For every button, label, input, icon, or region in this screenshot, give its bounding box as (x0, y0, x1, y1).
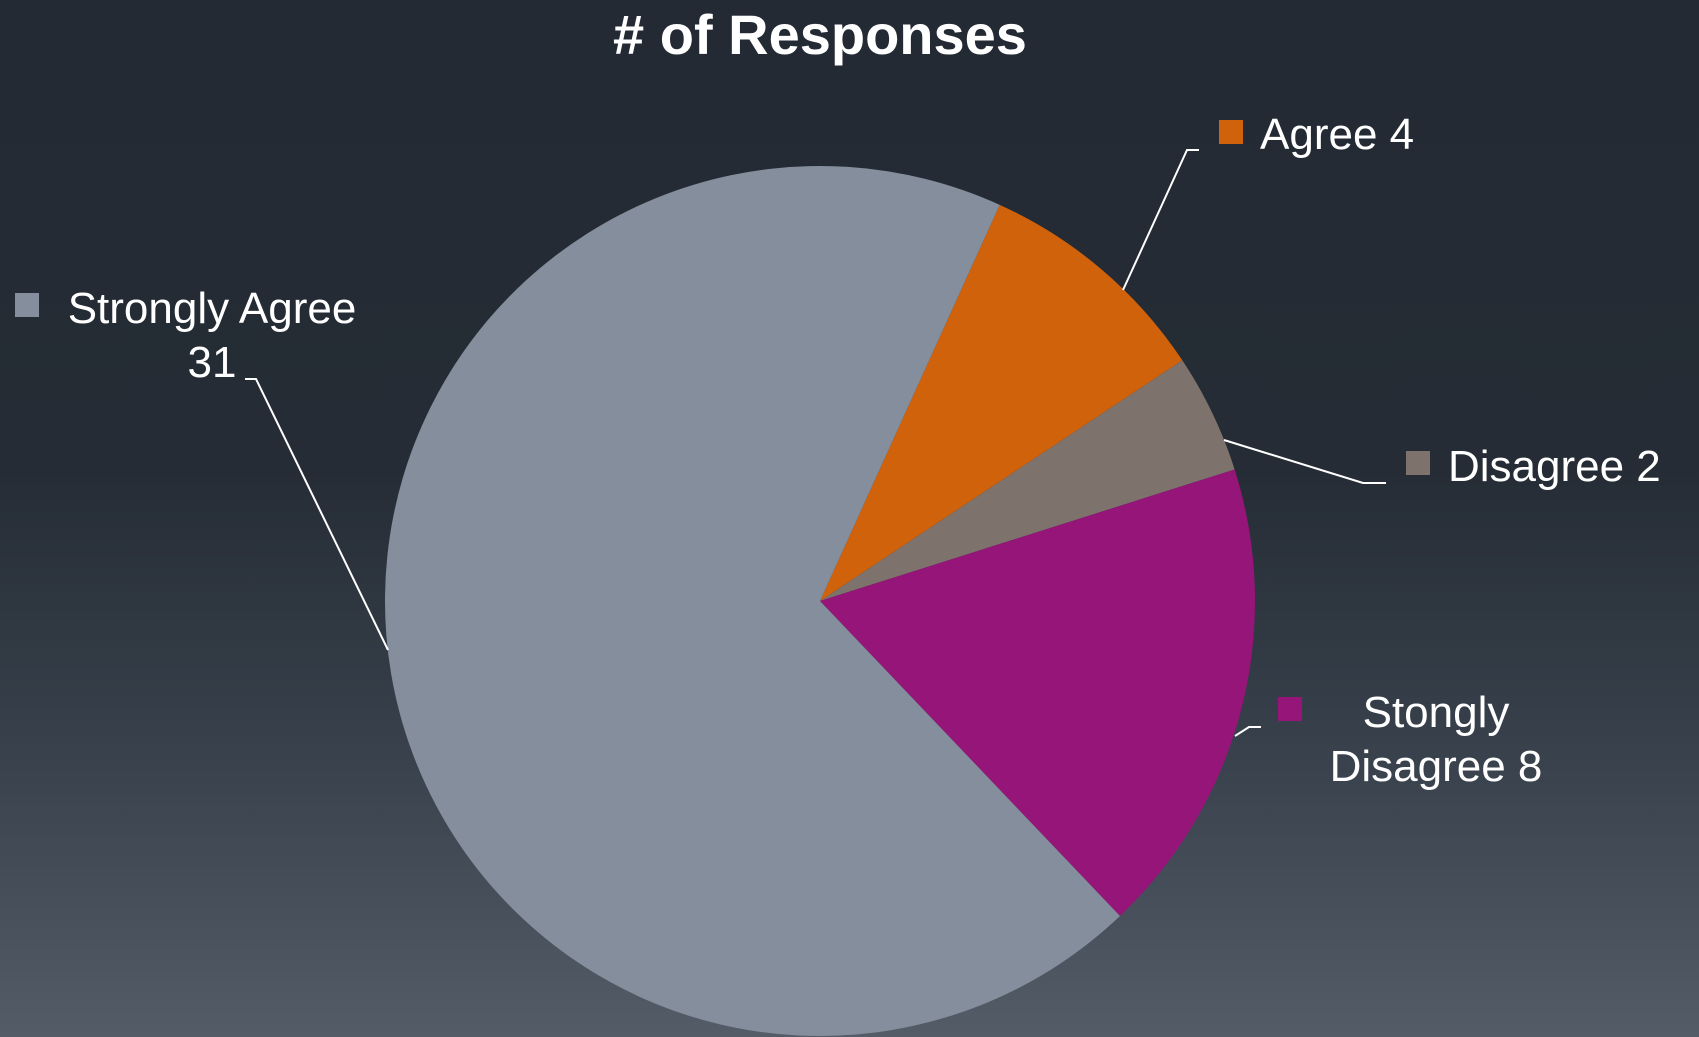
data-label-strongly-agree-line-1: Strongly Agree (68, 284, 357, 333)
data-label-disagree: Disagree 2 (1448, 442, 1661, 491)
leader-line-strongly-agree (245, 378, 389, 651)
legend-marker-agree (1219, 120, 1243, 144)
legend-marker-strongly-agree (15, 293, 39, 317)
pie-slices (384, 165, 1255, 1036)
pie-slice-strongly-agree (384, 165, 1120, 1036)
data-label-strongly-agree: Strongly Agree 31 (68, 284, 357, 387)
legend-marker-disagree (1406, 451, 1430, 475)
data-label-disagree-line-1: Disagree 2 (1448, 442, 1661, 491)
leader-line-disagree (1223, 439, 1386, 484)
data-label-agree-line-1: Agree 4 (1260, 110, 1414, 159)
pie-slice-stongly-disagree (820, 469, 1255, 917)
pie-slice-disagree (820, 360, 1235, 601)
legend-marker-stongly-disagree (1278, 697, 1302, 721)
data-label-stongly-disagree: Stongly Disagree 8 (1330, 688, 1543, 791)
data-label-stongly-disagree-line-1: Stongly (1363, 688, 1510, 737)
leader-lines (245, 149, 1386, 737)
data-label-agree: Agree 4 (1260, 110, 1414, 159)
data-label-stongly-disagree-line-2: Disagree 8 (1330, 742, 1543, 791)
data-label-strongly-agree-line-2: 31 (188, 338, 237, 387)
pie-slice-agree (820, 204, 1183, 601)
leader-line-stongly-disagree (1234, 726, 1261, 737)
slice-labels: Agree 4 Disagree 2 Stongly Disagree 8 Strong… (15, 110, 1661, 791)
leader-line-agree (1122, 149, 1199, 291)
chart-title: # of Responses (613, 3, 1027, 66)
